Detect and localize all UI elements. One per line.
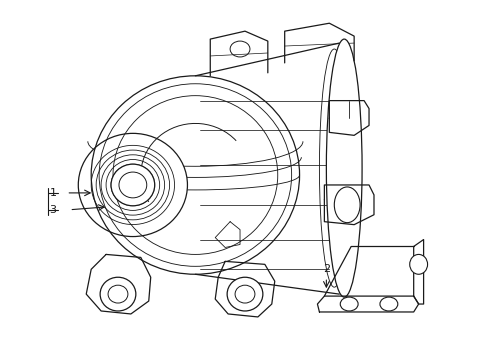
Ellipse shape [325,39,361,297]
Ellipse shape [111,164,154,206]
Ellipse shape [91,76,299,274]
Ellipse shape [409,255,427,274]
Ellipse shape [334,187,359,223]
Text: 1: 1 [49,188,57,198]
Text: 3: 3 [49,205,57,215]
Ellipse shape [226,277,263,311]
Ellipse shape [100,277,136,311]
Ellipse shape [78,133,187,237]
Text: 2: 2 [322,264,329,274]
